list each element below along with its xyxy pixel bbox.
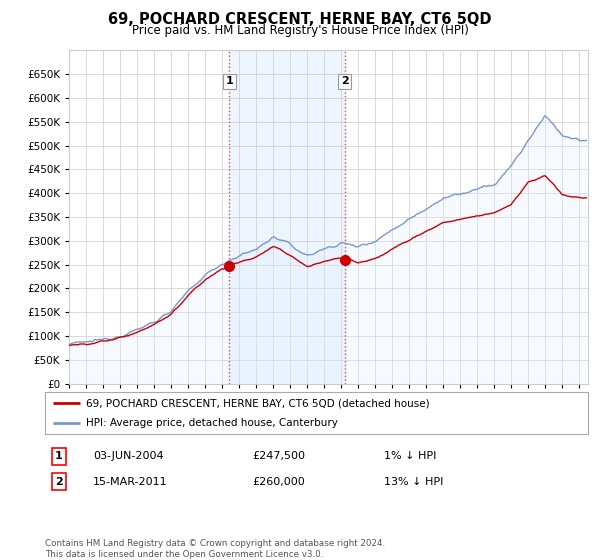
Text: 2: 2 — [55, 477, 62, 487]
Text: 03-JUN-2004: 03-JUN-2004 — [93, 451, 164, 461]
Text: Contains HM Land Registry data © Crown copyright and database right 2024.
This d: Contains HM Land Registry data © Crown c… — [45, 539, 385, 559]
Text: 69, POCHARD CRESCENT, HERNE BAY, CT6 5QD: 69, POCHARD CRESCENT, HERNE BAY, CT6 5QD — [108, 12, 492, 27]
Text: £247,500: £247,500 — [252, 451, 305, 461]
Text: 1: 1 — [55, 451, 62, 461]
Text: 1% ↓ HPI: 1% ↓ HPI — [384, 451, 436, 461]
Text: 69, POCHARD CRESCENT, HERNE BAY, CT6 5QD (detached house): 69, POCHARD CRESCENT, HERNE BAY, CT6 5QD… — [86, 398, 430, 408]
Text: 2: 2 — [341, 76, 349, 86]
Text: 1: 1 — [226, 76, 233, 86]
Text: HPI: Average price, detached house, Canterbury: HPI: Average price, detached house, Cant… — [86, 418, 338, 428]
Text: £260,000: £260,000 — [252, 477, 305, 487]
Bar — [229, 50, 345, 384]
Text: Price paid vs. HM Land Registry's House Price Index (HPI): Price paid vs. HM Land Registry's House … — [131, 24, 469, 37]
Text: 13% ↓ HPI: 13% ↓ HPI — [384, 477, 443, 487]
Text: 15-MAR-2011: 15-MAR-2011 — [93, 477, 167, 487]
